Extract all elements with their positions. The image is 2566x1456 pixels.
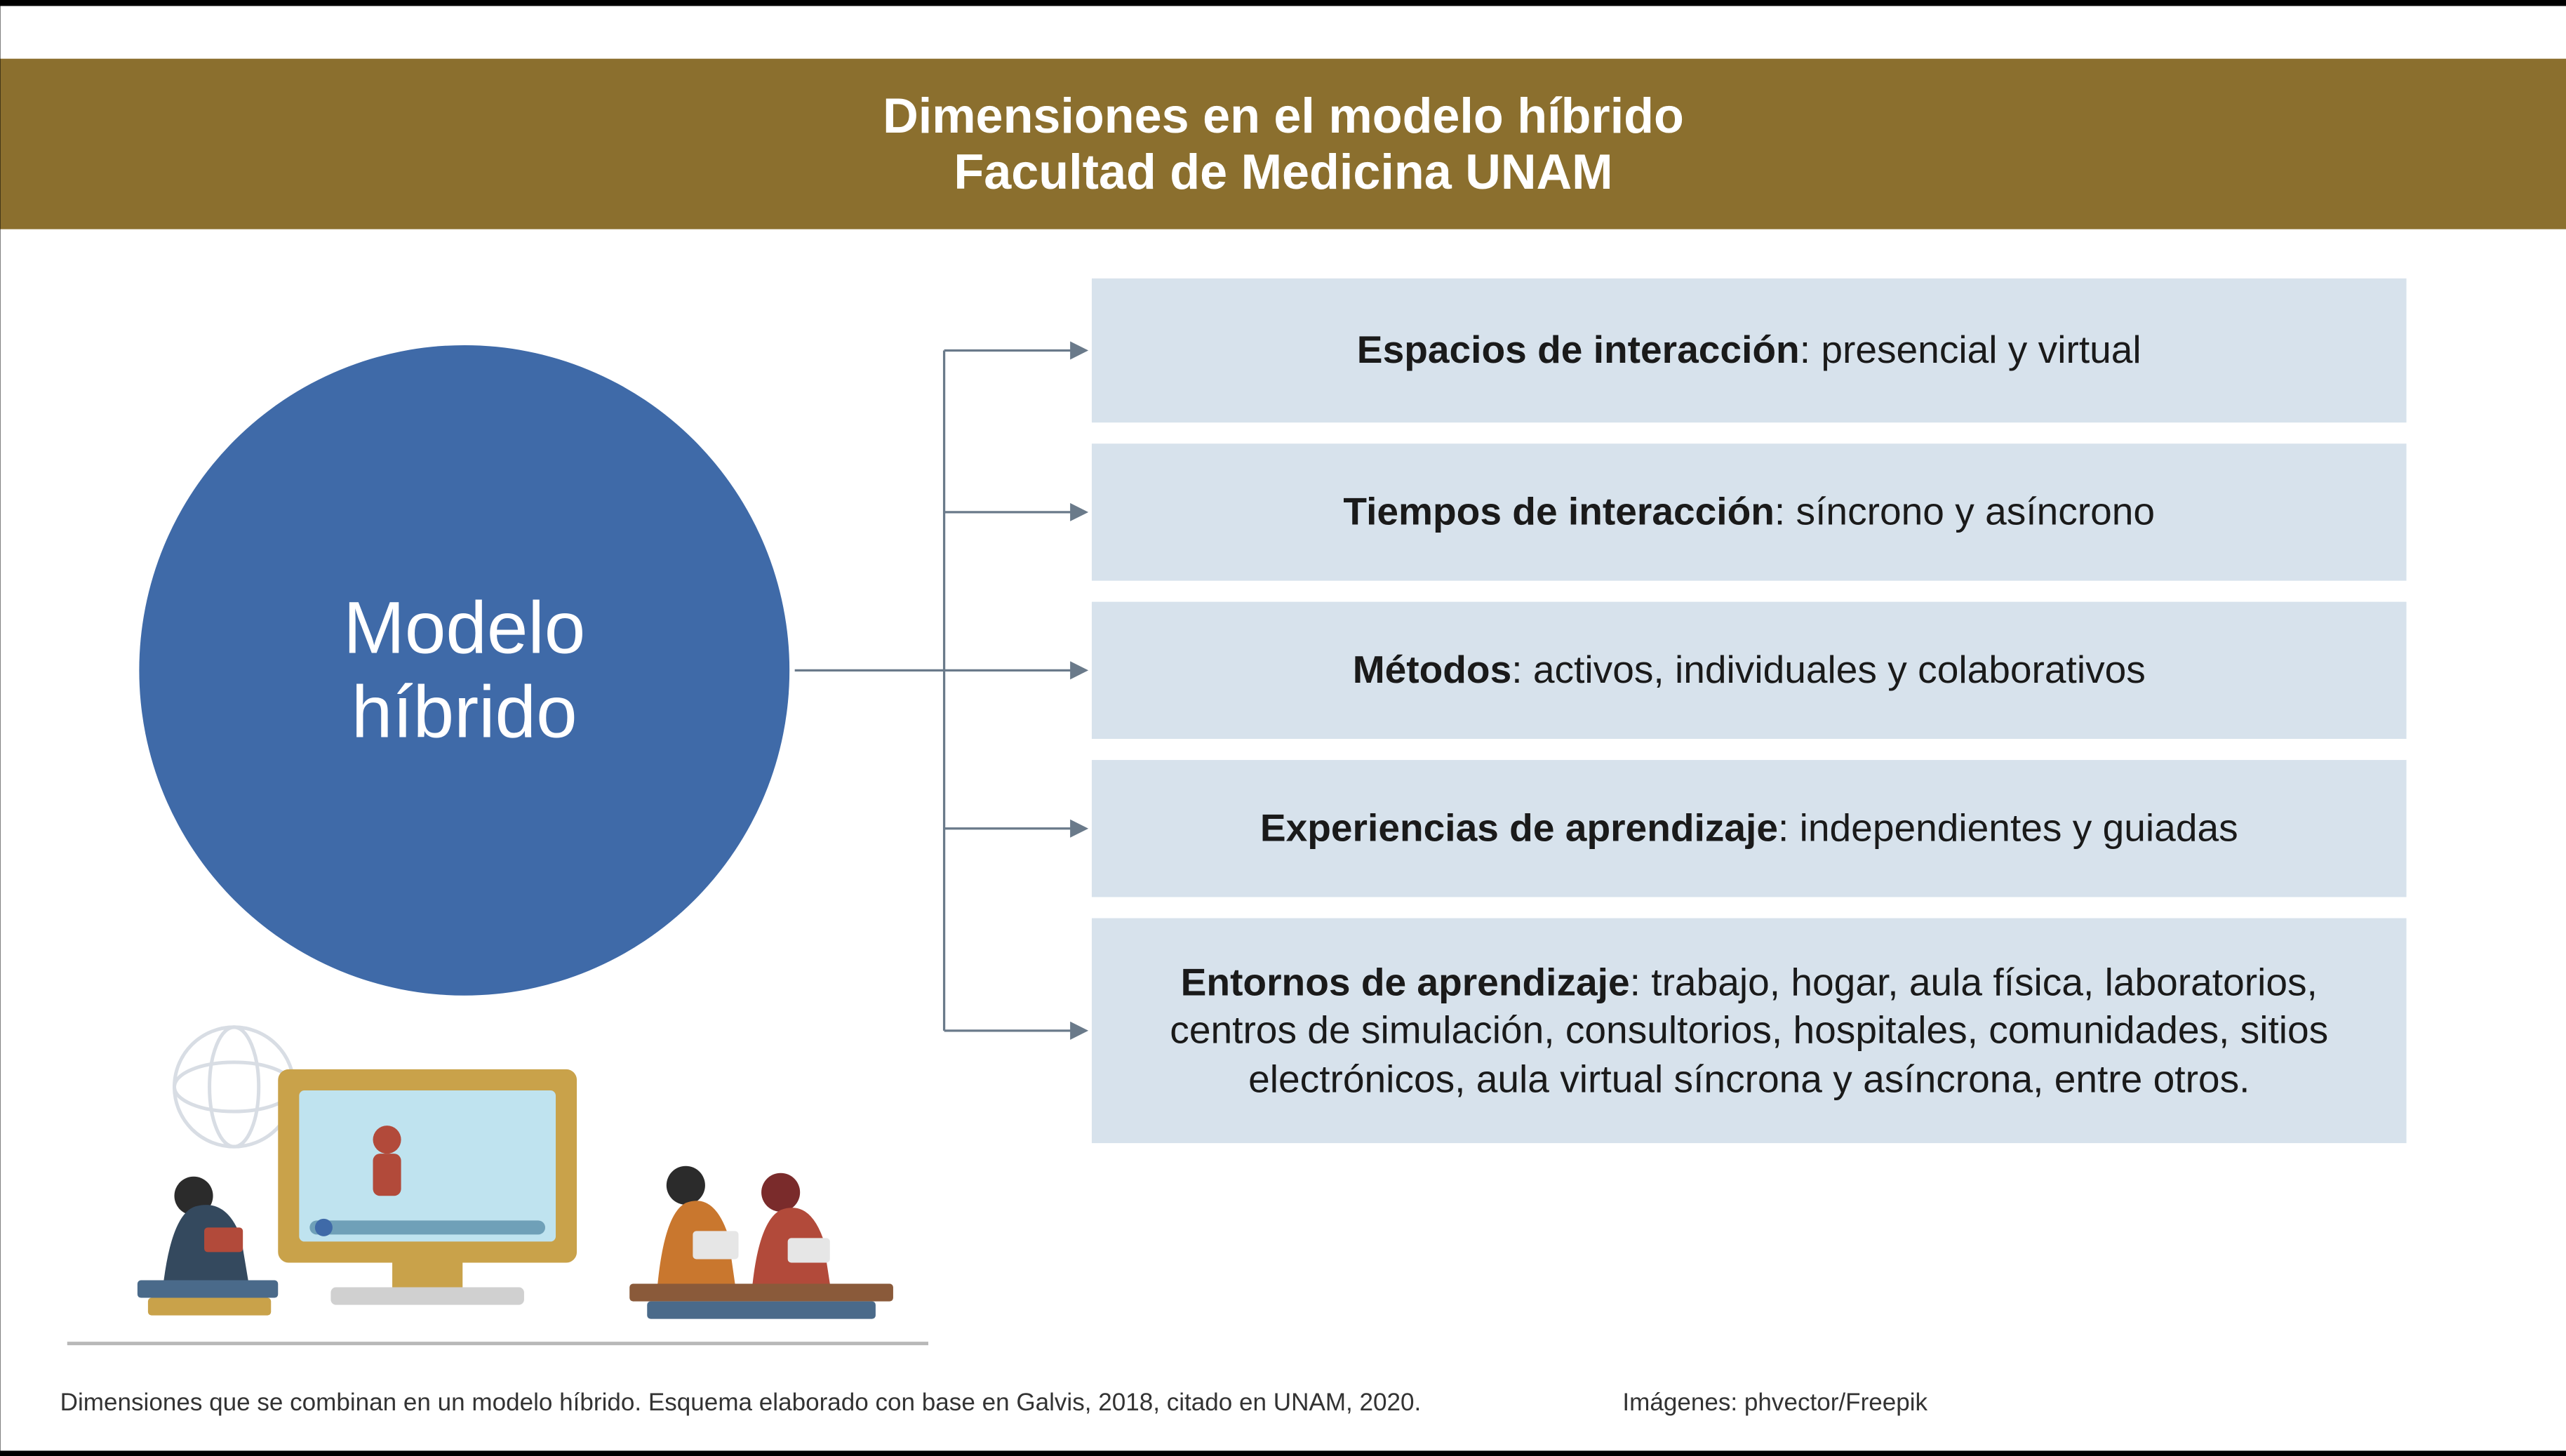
dimension-box: Entornos de aprendizaje: trabajo, hogar,… (1091, 918, 2406, 1143)
dimension-box: Tiempos de interacción: síncrono y asínc… (1091, 443, 2406, 580)
footnote-right: Imágenes: phvector/Freepik (1622, 1387, 1927, 1415)
dimension-box-text: Entornos de aprendizaje: trabajo, hogar,… (1134, 958, 2364, 1103)
footnote-left: Dimensiones que se combinan en un modelo… (60, 1387, 1421, 1415)
model-circle-label-line2: híbrido (343, 670, 585, 754)
dimension-box-bold: Métodos (1352, 648, 1511, 692)
dimension-box-text: Métodos: activos, individuales y colabor… (1352, 646, 2145, 694)
model-circle-label-line1: Modelo (343, 586, 585, 670)
dimension-box: Espacios de interacción: presencial y vi… (1091, 278, 2406, 422)
dimension-box-bold: Entornos de aprendizaje (1180, 960, 1629, 1004)
dimension-box-rest: : independientes y guiadas (1778, 806, 2238, 850)
dimension-box-bold: Tiempos de interacción (1343, 489, 1775, 533)
illustration (67, 1016, 928, 1347)
model-circle: Modelohíbrido (139, 345, 789, 995)
dimension-box-bold: Espacios de interacción (1356, 328, 1799, 372)
model-circle-label: Modelohíbrido (343, 586, 585, 754)
dimension-box: Experiencias de aprendizaje: independien… (1091, 760, 2406, 897)
dimension-box-text: Experiencias de aprendizaje: independien… (1259, 804, 2238, 853)
header-title-line1: Dimensiones en el modelo híbrido (883, 88, 1684, 144)
dimension-box-rest: : activos, individuales y colaborativos (1511, 648, 2146, 692)
dimension-box-text: Espacios de interacción: presencial y vi… (1356, 326, 2141, 375)
dimension-box-bold: Experiencias de aprendizaje (1259, 806, 1777, 850)
dimension-box-rest: : síncrono y asíncrono (1774, 489, 2154, 533)
header-title-line2: Facultad de Medicina UNAM (954, 144, 1612, 200)
dimension-box: Métodos: activos, individuales y colabor… (1091, 601, 2406, 738)
slide: Dimensiones en el modelo híbridoFacultad… (0, 6, 2566, 1450)
dimension-box-rest: : presencial y virtual (1799, 328, 2141, 372)
dimension-box-text: Tiempos de interacción: síncrono y asínc… (1343, 488, 2155, 536)
header-band: Dimensiones en el modelo híbridoFacultad… (0, 58, 2566, 229)
